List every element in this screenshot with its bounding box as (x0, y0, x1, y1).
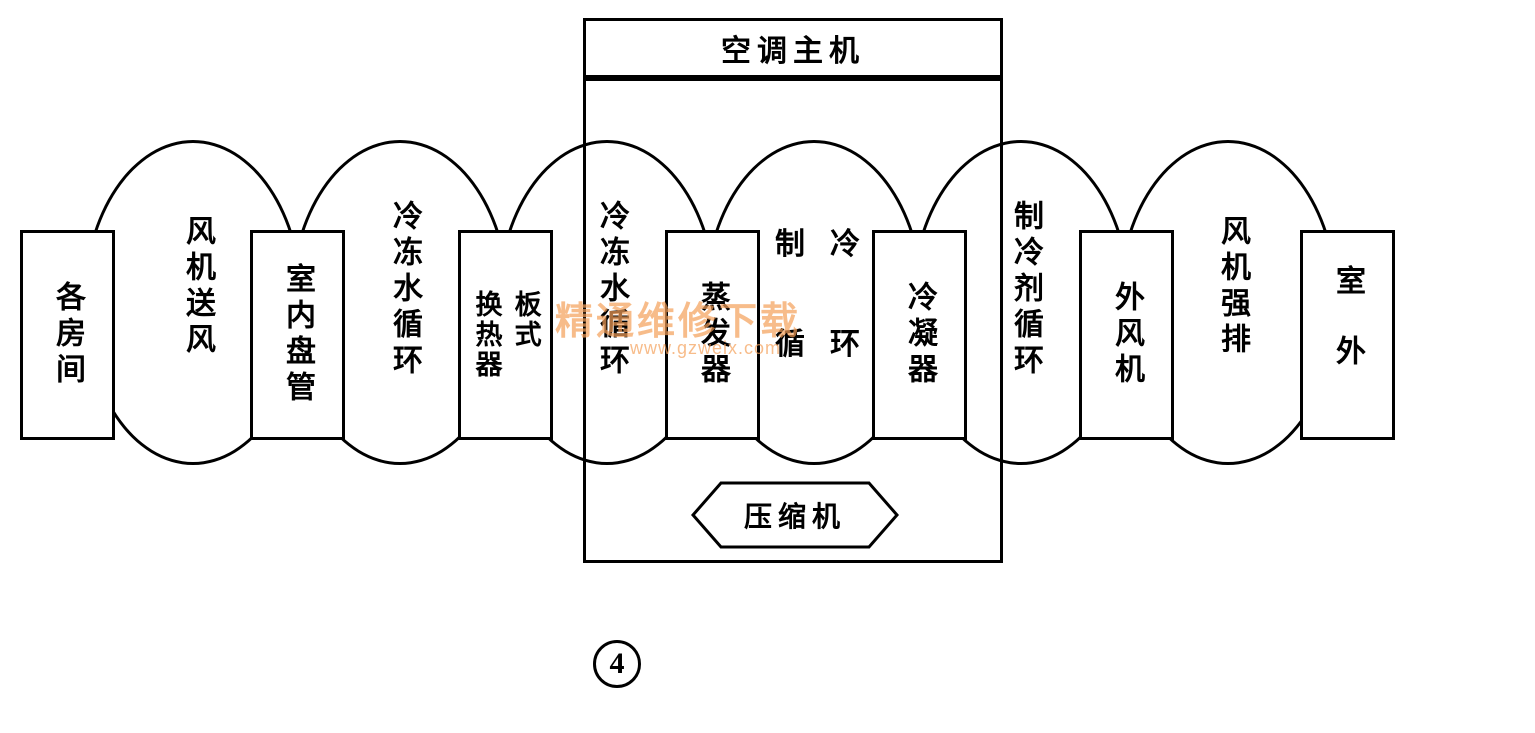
hvac-cycle-diagram: 风机送风 冷冻水循环 冷冻水循环 制 冷 循 环 制冷剂循环 风机强排 空调主机… (0, 0, 1535, 733)
figure-number-text: 4 (610, 647, 625, 681)
box-indoor-coil-text: 室内盘管 (278, 263, 317, 407)
box-outdoor: 室外 (1300, 230, 1395, 440)
box-plate-hx-right: 换热器 (468, 290, 503, 380)
compressor-label: 压缩机 (744, 495, 846, 535)
title-box: 空调主机 (583, 18, 1003, 78)
box-plate-hx: 换热器 板式 (458, 230, 553, 440)
label-chilled-water-1: 冷冻水循环 (385, 200, 424, 380)
box-plate-hx-left: 板式 (508, 290, 543, 380)
label-refrigerant-loop: 制冷剂循环 (1006, 200, 1045, 380)
box-rooms: 各房间 (20, 230, 115, 440)
box-outdoor-fan: 外风机 (1079, 230, 1174, 440)
box-outdoor-text: 室外 (1328, 265, 1367, 405)
figure-number: 4 (593, 640, 641, 688)
box-evaporator-text: 蒸发器 (693, 281, 732, 389)
label-fan-exhaust: 风机强排 (1213, 215, 1252, 359)
box-condenser: 冷凝器 (872, 230, 967, 440)
title-text: 空调主机 (721, 26, 865, 70)
box-indoor-coil: 室内盘管 (250, 230, 345, 440)
label-fan-supply: 风机送风 (178, 215, 217, 359)
compressor-label-wrap: 压缩机 (690, 480, 900, 550)
box-evaporator: 蒸发器 (665, 230, 760, 440)
box-condenser-text: 冷凝器 (900, 281, 939, 389)
box-outdoor-fan-text: 外风机 (1107, 281, 1146, 389)
box-rooms-text: 各房间 (48, 281, 87, 389)
